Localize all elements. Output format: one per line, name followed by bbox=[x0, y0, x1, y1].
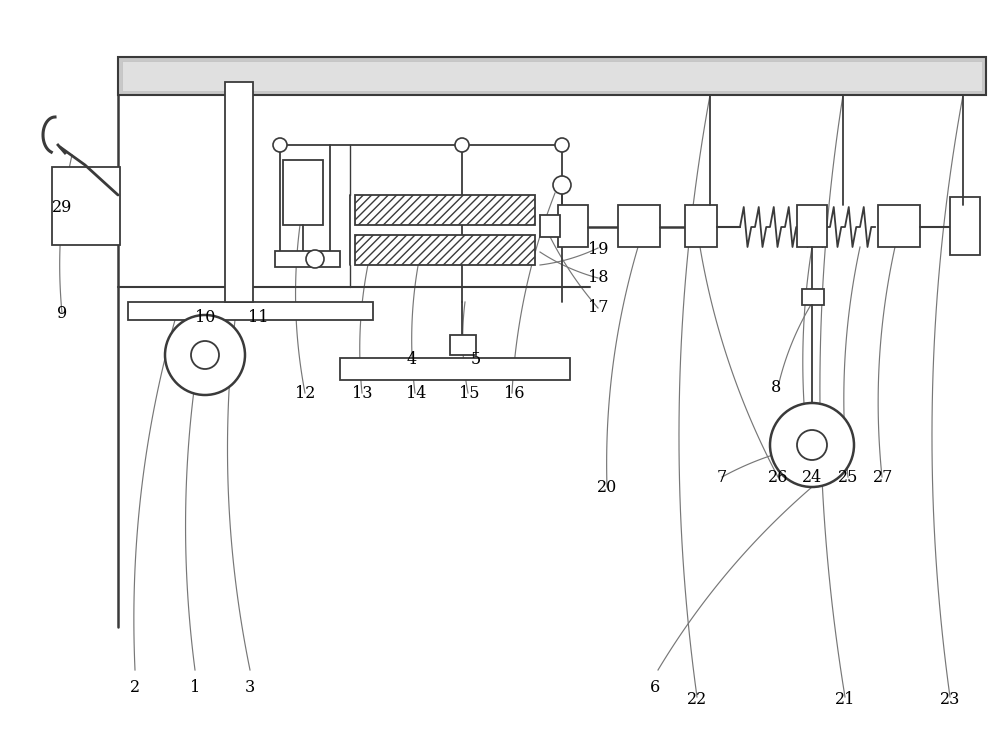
Bar bbox=[685, 205, 717, 247]
Text: 9: 9 bbox=[57, 304, 67, 322]
Text: 14: 14 bbox=[406, 384, 426, 402]
Text: 29: 29 bbox=[52, 199, 72, 215]
Text: 4: 4 bbox=[407, 352, 417, 368]
Circle shape bbox=[191, 341, 219, 369]
Text: 6: 6 bbox=[650, 679, 660, 695]
Text: 24: 24 bbox=[802, 469, 822, 485]
Text: 2: 2 bbox=[130, 679, 140, 695]
Text: 11: 11 bbox=[248, 309, 268, 325]
Bar bbox=[283, 160, 323, 225]
Bar bbox=[618, 205, 660, 247]
Text: 27: 27 bbox=[873, 469, 893, 485]
Bar bbox=[340, 358, 570, 380]
Text: 22: 22 bbox=[687, 692, 707, 708]
Bar bbox=[450, 335, 476, 355]
Text: 25: 25 bbox=[838, 469, 858, 485]
Text: 1: 1 bbox=[190, 679, 200, 695]
Circle shape bbox=[770, 403, 854, 487]
Bar bbox=[122, 61, 982, 91]
Text: 19: 19 bbox=[588, 241, 608, 257]
Bar bbox=[802, 289, 824, 305]
Circle shape bbox=[555, 138, 569, 152]
Bar bbox=[355, 195, 535, 225]
Text: 7: 7 bbox=[717, 469, 727, 485]
Circle shape bbox=[553, 176, 571, 194]
Bar bbox=[355, 235, 535, 265]
Circle shape bbox=[306, 250, 324, 268]
Bar bbox=[275, 251, 340, 267]
Bar bbox=[128, 302, 373, 320]
Bar bbox=[540, 215, 560, 237]
Bar bbox=[558, 205, 588, 247]
Text: 18: 18 bbox=[588, 270, 608, 286]
Bar bbox=[118, 57, 986, 95]
Text: 21: 21 bbox=[835, 692, 855, 708]
Text: 17: 17 bbox=[588, 298, 608, 316]
Text: 5: 5 bbox=[471, 352, 481, 368]
Text: 10: 10 bbox=[195, 309, 215, 325]
Text: 3: 3 bbox=[245, 679, 255, 695]
Circle shape bbox=[455, 138, 469, 152]
Circle shape bbox=[273, 138, 287, 152]
Circle shape bbox=[797, 430, 827, 460]
Text: 15: 15 bbox=[459, 384, 479, 402]
Bar bbox=[950, 197, 980, 255]
Text: 12: 12 bbox=[295, 384, 315, 402]
Text: 23: 23 bbox=[940, 692, 960, 708]
Bar bbox=[878, 205, 920, 247]
Text: 13: 13 bbox=[352, 384, 372, 402]
Circle shape bbox=[165, 315, 245, 395]
Text: 26: 26 bbox=[768, 469, 788, 485]
Bar bbox=[225, 82, 253, 302]
Text: 16: 16 bbox=[504, 384, 524, 402]
Bar bbox=[797, 205, 827, 247]
Text: 8: 8 bbox=[771, 378, 781, 396]
Bar bbox=[52, 167, 120, 245]
Text: 20: 20 bbox=[597, 479, 617, 495]
